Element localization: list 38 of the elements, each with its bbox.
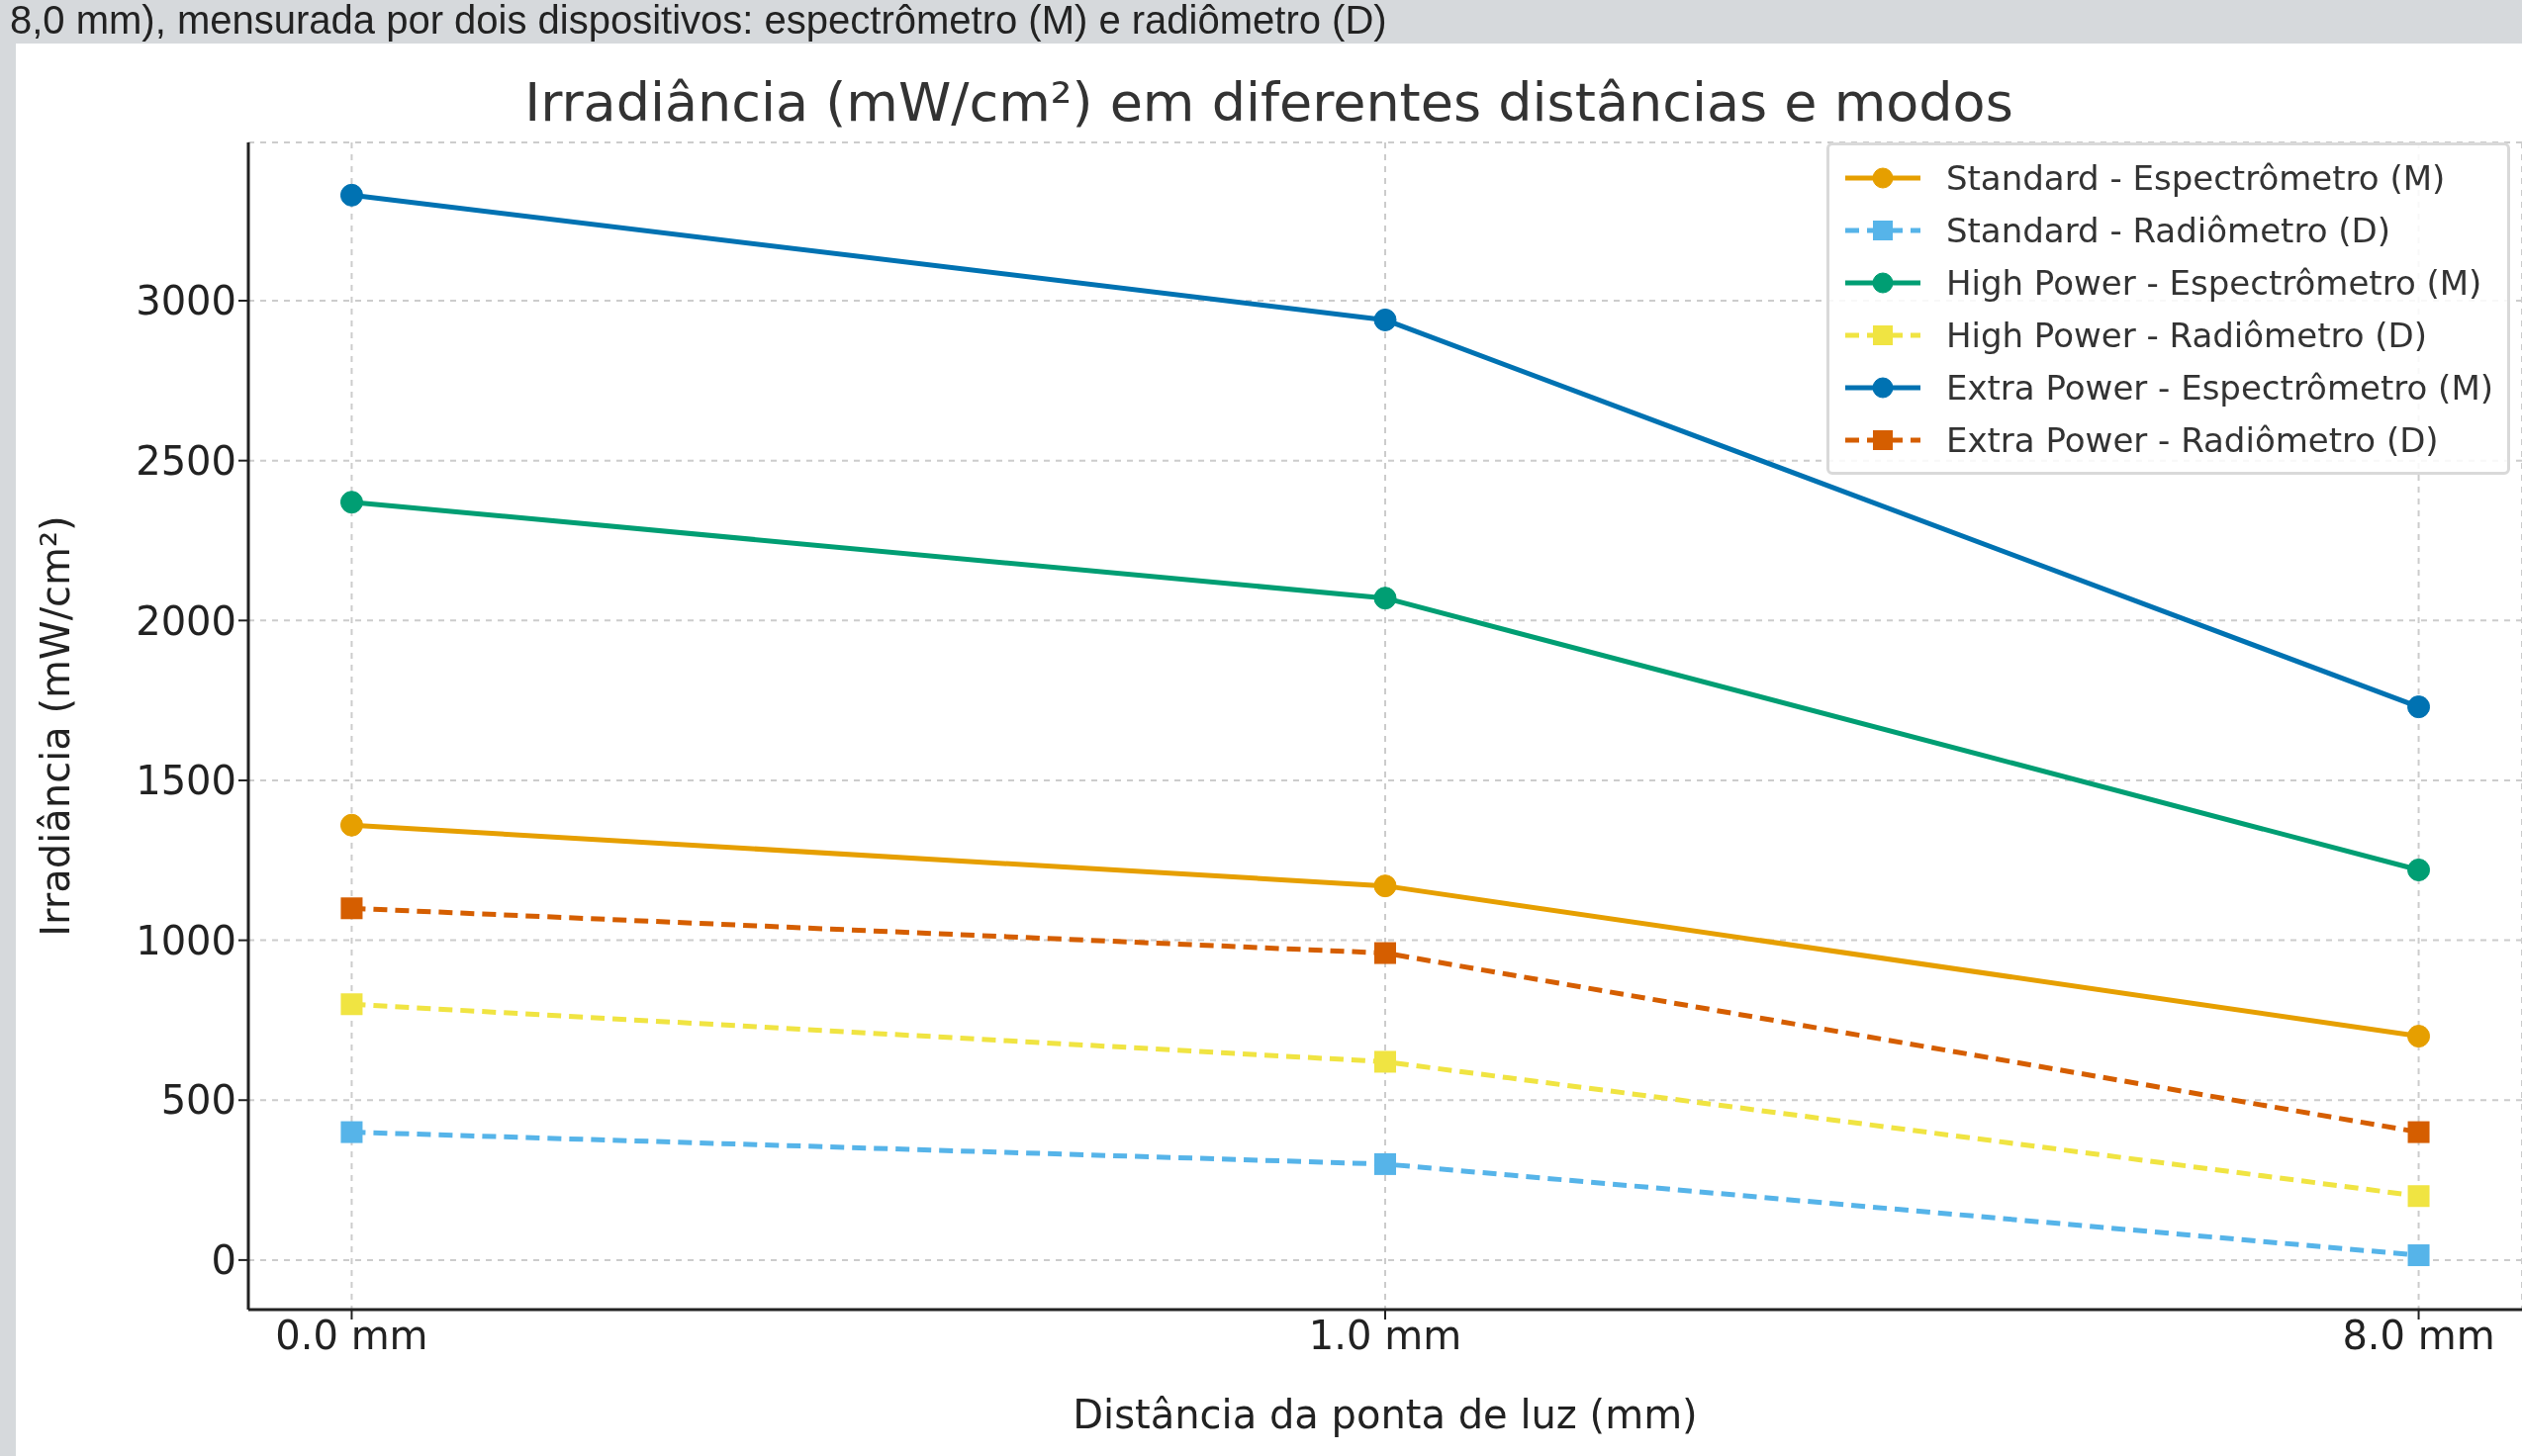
point	[339, 183, 363, 207]
point	[2407, 858, 2431, 881]
text: 8,0 mm), mensurada por dois dispositivos: espectrômetro (M) e radiômetro (D)	[10, 0, 1387, 43]
y-axis-title: Irradiância (mW/cm²)	[33, 515, 79, 937]
point	[2407, 695, 2431, 719]
y-tick-label: 500	[160, 1077, 236, 1124]
legend-label: Standard - Radiômetro (D)	[1945, 210, 2390, 250]
point	[2407, 1244, 2430, 1267]
point	[1374, 942, 1396, 964]
y-tick-label: 1500	[136, 758, 236, 804]
y-tick-label: 1000	[136, 917, 236, 963]
point	[340, 1121, 363, 1143]
x-axis-title: Distância da ponta de luz (mm)	[1073, 1392, 1698, 1437]
legend-label: Extra Power - Radiômetro (D)	[1945, 419, 2439, 460]
legend-label: Extra Power - Espectrômetro (M)	[1945, 367, 2493, 408]
point	[1373, 308, 1397, 331]
point	[339, 813, 363, 837]
point	[1374, 1152, 1396, 1175]
legend-label: High Power - Radiômetro (D)	[1945, 315, 2428, 355]
x-tick-label: 0.0 mm	[275, 1313, 428, 1359]
point	[340, 993, 363, 1016]
point	[1374, 1050, 1396, 1073]
point	[1373, 587, 1397, 610]
legend-label: Standard - Espectrômetro (M)	[1945, 157, 2446, 198]
y-tick-label: 3000	[136, 278, 236, 324]
point	[1373, 874, 1397, 898]
legend-label: High Power - Espectrômetro (M)	[1945, 262, 2482, 303]
point	[339, 491, 363, 514]
chart-title: Irradiância (mW/cm²) em diferentes distâncias e modos	[523, 71, 2014, 134]
point	[2407, 1025, 2431, 1048]
point	[340, 897, 363, 920]
y-tick-label: 2000	[136, 597, 236, 644]
x-tick-label: 1.0 mm	[1308, 1313, 1462, 1359]
y-tick-label: 0	[211, 1237, 236, 1284]
y-tick-label: 2500	[136, 437, 236, 484]
x-tick-label: 8.0 mm	[2342, 1313, 2495, 1359]
point	[2407, 1121, 2430, 1143]
point	[2407, 1185, 2430, 1208]
